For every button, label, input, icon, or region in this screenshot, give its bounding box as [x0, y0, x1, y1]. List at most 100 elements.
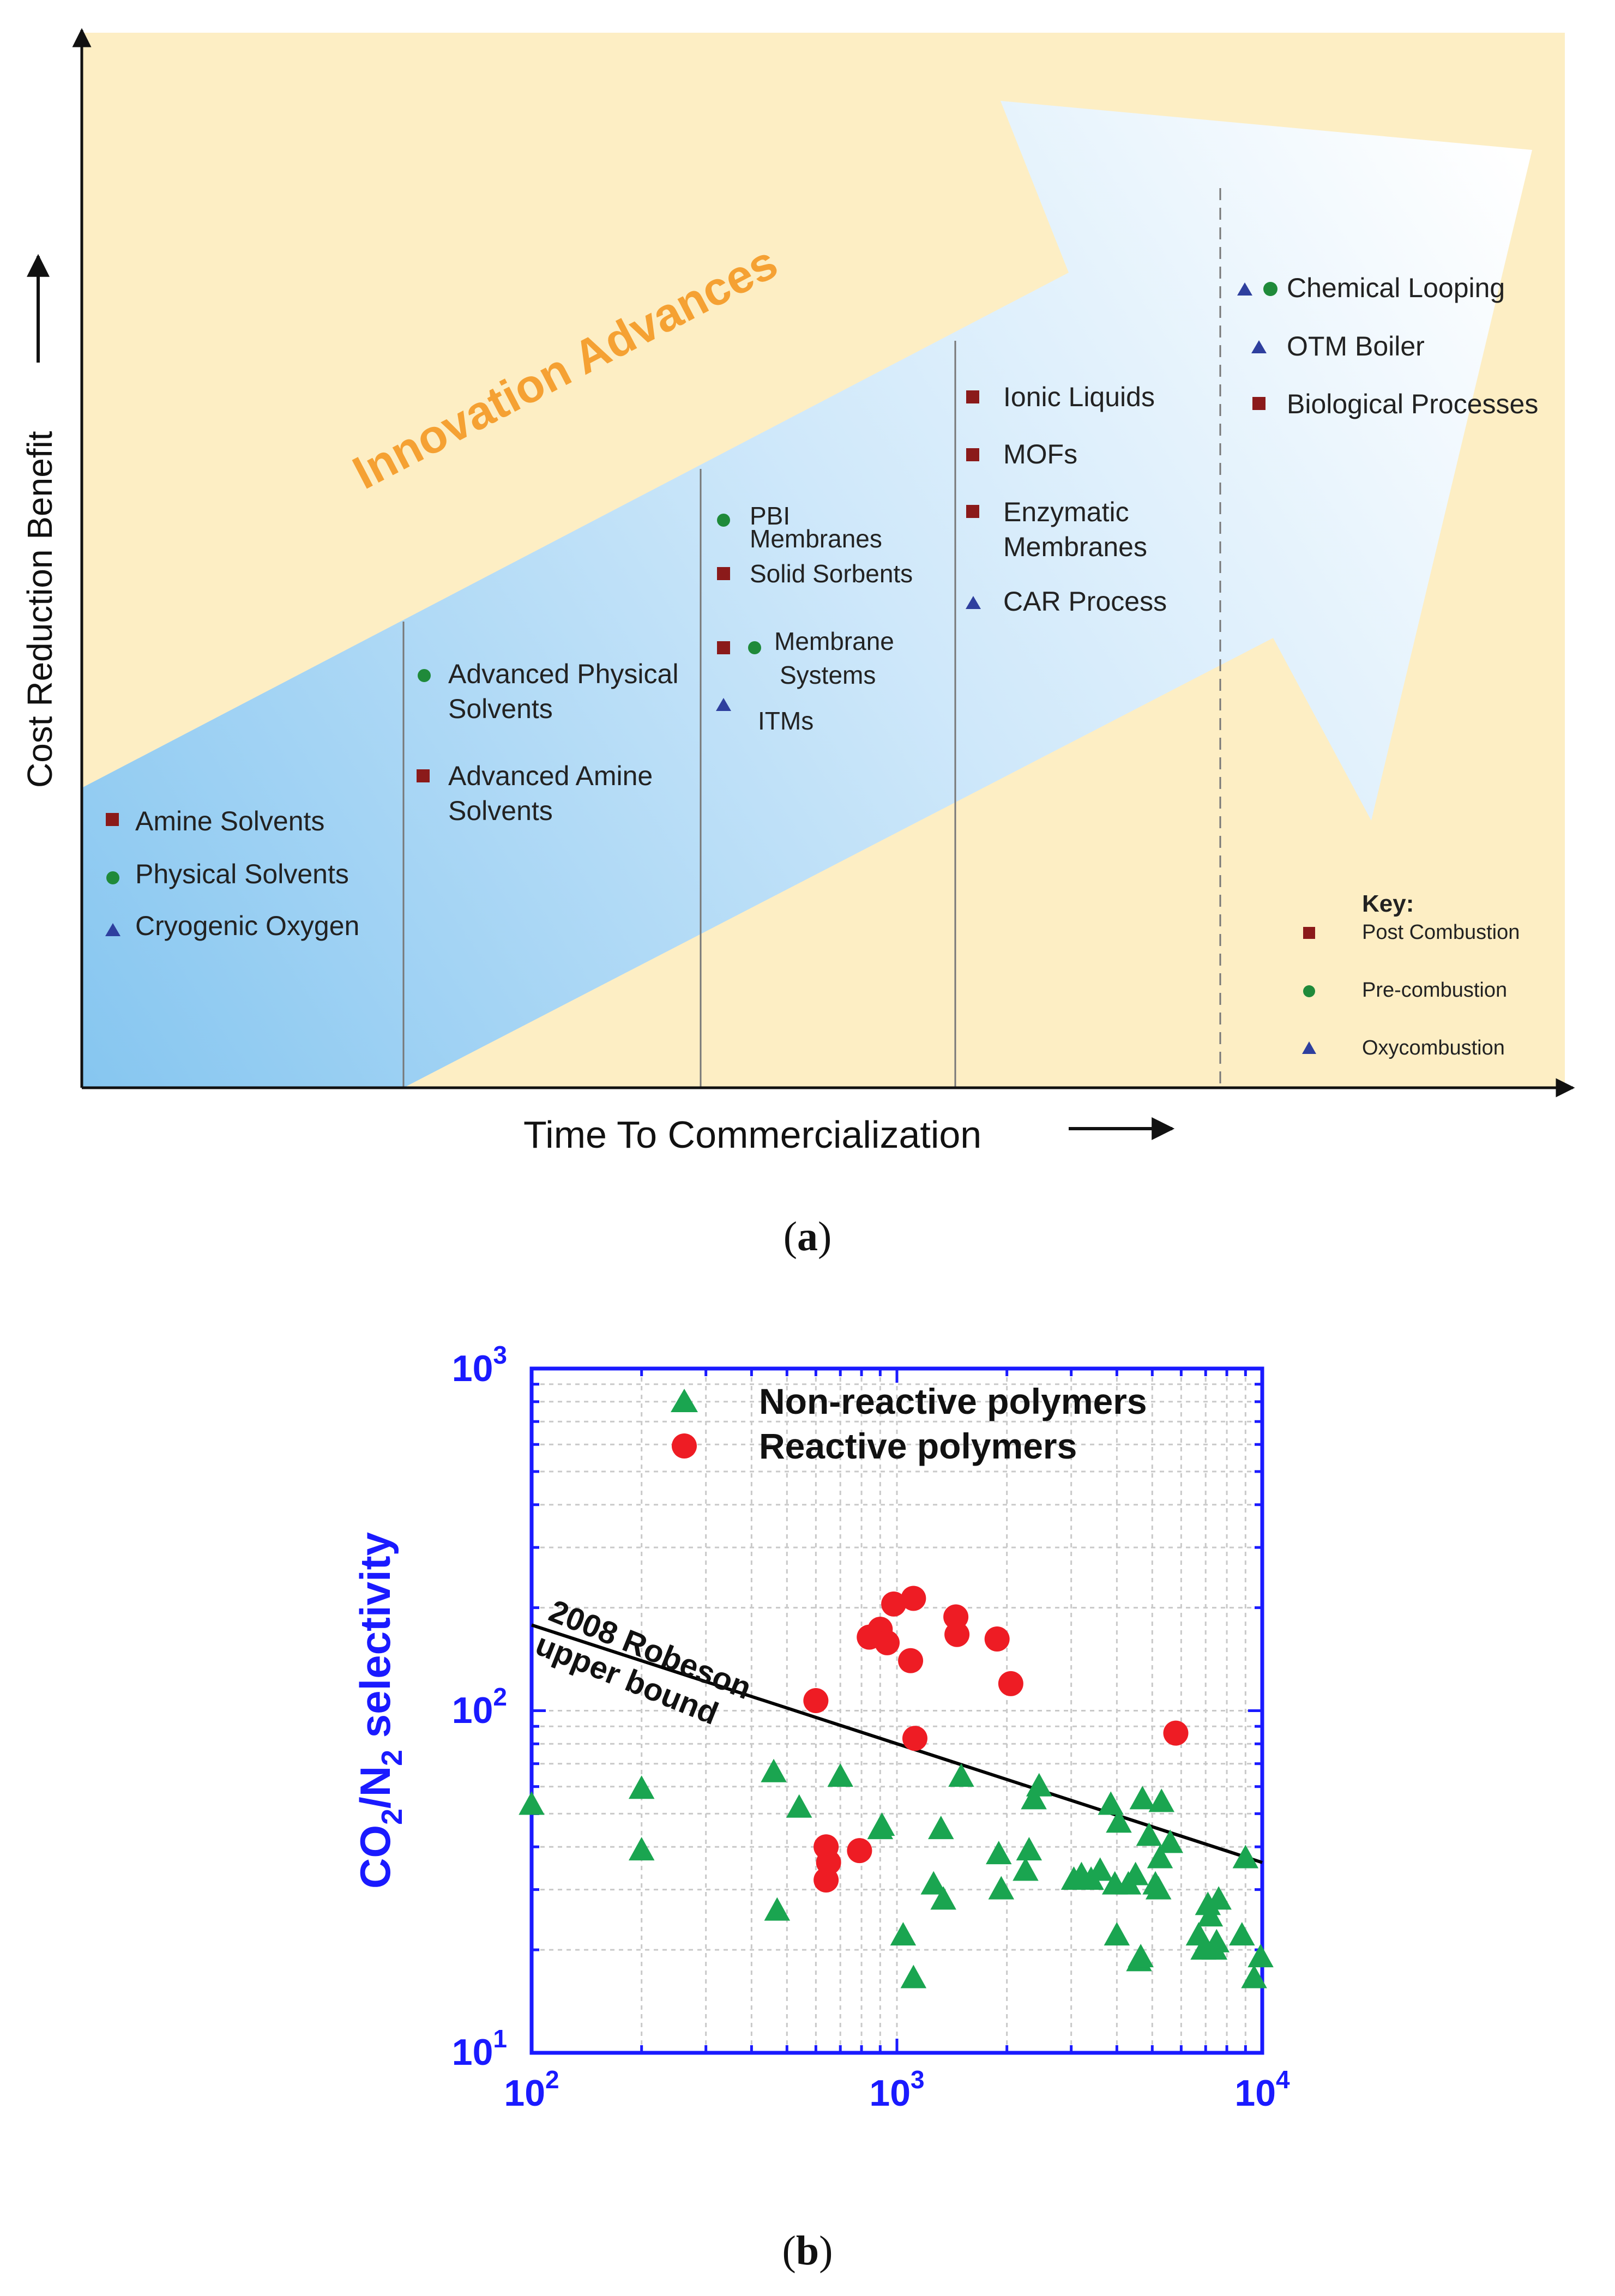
reactive-point	[1163, 1720, 1189, 1746]
legend-nonreactive-label: Non-reactive polymers	[759, 1381, 1147, 1421]
innovation-arrow-shape	[82, 101, 1532, 1088]
nonreactive-point	[900, 1964, 927, 1988]
nonreactive-point	[786, 1794, 812, 1818]
x-label-part: permeance (GPU)	[752, 2125, 1121, 2132]
tick-base: 10	[452, 1690, 493, 1731]
reactive-point	[998, 1671, 1023, 1696]
nonreactive-point	[1206, 1886, 1232, 1910]
y-label-part: selectivity	[351, 1532, 399, 1750]
reactive-point	[901, 1586, 926, 1611]
item-line: Enzymatic	[1003, 497, 1129, 527]
oxycombustion-marker	[1302, 1041, 1316, 1054]
oxycombustion-marker	[1237, 282, 1252, 296]
nonreactive-point	[1148, 1788, 1175, 1812]
nonreactive-point	[1129, 1786, 1156, 1810]
upper-bound-label: 2008 Robeson upper bound	[531, 1593, 764, 1743]
key-oxycombustion: Oxycombustion	[1362, 1036, 1505, 1059]
tick-exponent: 4	[1276, 2065, 1290, 2094]
x-axis-label: CO2 permeance (GPU)	[672, 2125, 1121, 2132]
nonreactive-point	[1016, 1837, 1042, 1861]
nonreactive-point	[1098, 1791, 1124, 1815]
x-axis-label: Time To Commercialization	[523, 1113, 981, 1156]
stage-4-items: Ionic Liquids MOFs Enzymatic Membranes C…	[966, 382, 1167, 617]
item-biological-processes: Biological Processes	[1287, 389, 1538, 419]
item-line: Membrane	[774, 627, 894, 655]
nonreactive-point	[1122, 1861, 1149, 1885]
item-advanced-amine-solvents: Advanced Amine Solvents	[448, 761, 660, 826]
post-combustion-marker	[717, 567, 730, 580]
co2-selectivity-chart: Non-reactive polymers Reactive polymers …	[351, 1341, 1290, 2132]
y-label-part: CO	[351, 1825, 399, 1889]
nonreactive-point	[1106, 1809, 1132, 1833]
nonreactive-point	[1157, 1829, 1184, 1853]
reactive-point	[803, 1688, 829, 1714]
pre-combustion-marker	[717, 514, 730, 527]
tick-exponent: 3	[493, 1341, 507, 1369]
stage-5-items: Chemical Looping OTM Boiler Biological P…	[1237, 273, 1538, 419]
nonreactive-point	[869, 1812, 895, 1836]
item-solid-sorbents: Solid Sorbents	[750, 559, 913, 588]
reactive-point	[874, 1630, 900, 1655]
tick-exponent: 3	[911, 2065, 925, 2094]
item-ionic-liquids: Ionic Liquids	[1003, 382, 1155, 412]
nonreactive-point	[1203, 1929, 1230, 1952]
item-enzymatic-membranes: Enzymatic Membranes	[1003, 497, 1147, 562]
key-title: Key:	[1362, 890, 1414, 917]
y-tick-labels: 101 102 103	[452, 1341, 507, 2073]
nonreactive-point	[1136, 1822, 1162, 1846]
legend: Non-reactive polymers Reactive polymers	[671, 1381, 1147, 1466]
post-combustion-marker	[966, 505, 979, 518]
post-combustion-marker	[1303, 927, 1315, 939]
item-line: Membranes	[1003, 532, 1147, 562]
item-car-process: CAR Process	[1003, 586, 1167, 617]
post-combustion-marker	[417, 769, 430, 782]
tick-base: 10	[504, 2072, 545, 2114]
axis-ticks	[532, 1367, 1264, 2053]
nonreactive-point	[1013, 1857, 1039, 1881]
nonreactive-point	[1241, 1964, 1267, 1988]
innovation-roadmap-diagram: Innovation Advances Time To Commercializ…	[20, 28, 1575, 1156]
x-label-part: CO	[672, 2125, 736, 2132]
reactive-point	[881, 1591, 907, 1617]
reactive-point	[847, 1838, 872, 1864]
reactive-point	[816, 1849, 841, 1875]
pre-combustion-marker	[748, 641, 761, 654]
x-tick-labels: 102 103 104	[504, 2065, 1290, 2114]
tick-exponent: 2	[493, 1683, 507, 1711]
reactive-point	[902, 1726, 927, 1751]
tick-base: 10	[452, 2032, 493, 2073]
legend-reactive-marker	[672, 1433, 697, 1459]
stage-3-items: PBI Membranes Solid Sorbents Membrane Sy…	[716, 502, 913, 735]
y-axis-label: CO2/N2 selectivity	[351, 1532, 408, 1889]
pre-combustion-marker	[418, 669, 431, 682]
reactive-point	[898, 1648, 924, 1673]
item-line: Membranes	[750, 525, 882, 553]
caption-a-letter: a	[797, 1214, 818, 1260]
caption-a: (a)	[783, 1214, 832, 1260]
nonreactive-point	[930, 1886, 956, 1910]
nonreactive-point	[1128, 1944, 1154, 1968]
nonreactive-point	[628, 1837, 655, 1861]
nonreactive-point	[1026, 1773, 1052, 1797]
item-otm-boiler: OTM Boiler	[1287, 331, 1425, 361]
nonreactive-point	[1232, 1845, 1259, 1869]
x-tick-label: 103	[869, 2065, 924, 2114]
data-points	[519, 1586, 1274, 1988]
nonreactive-point	[1147, 1845, 1173, 1869]
nonreactive-point	[764, 1897, 791, 1921]
nonreactive-point	[1229, 1922, 1255, 1946]
key-post-combustion: Post Combustion	[1362, 921, 1520, 944]
post-combustion-marker	[106, 813, 119, 826]
nonreactive-point	[986, 1841, 1012, 1865]
item-mofs: MOFs	[1003, 439, 1077, 469]
nonreactive-point	[988, 1876, 1015, 1900]
item-itms: ITMs	[758, 707, 813, 735]
item-membrane-systems: Membrane Systems	[774, 627, 901, 689]
reactive-point	[944, 1622, 970, 1647]
tick-base: 10	[452, 1348, 493, 1389]
item-line: Advanced Physical	[448, 659, 678, 689]
pre-combustion-marker	[1303, 985, 1315, 997]
caption-b: (b)	[782, 2228, 833, 2274]
caption-b-letter: b	[796, 2228, 819, 2274]
item-advanced-physical-solvents: Advanced Physical Solvents	[448, 659, 686, 724]
